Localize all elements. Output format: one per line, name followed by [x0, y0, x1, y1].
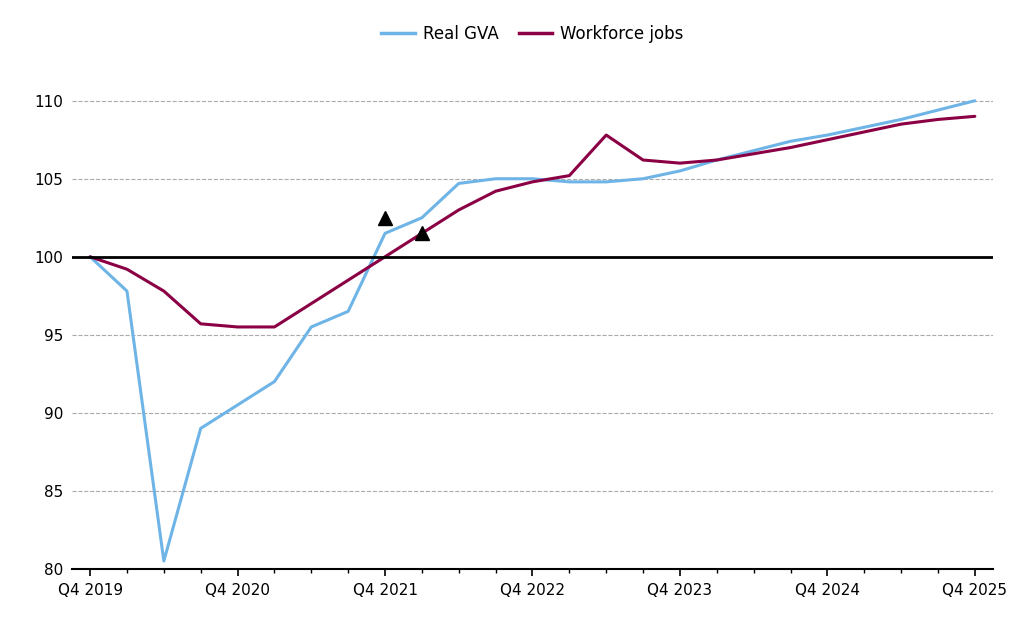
Legend: Real GVA, Workforce jobs: Real GVA, Workforce jobs [375, 18, 690, 49]
